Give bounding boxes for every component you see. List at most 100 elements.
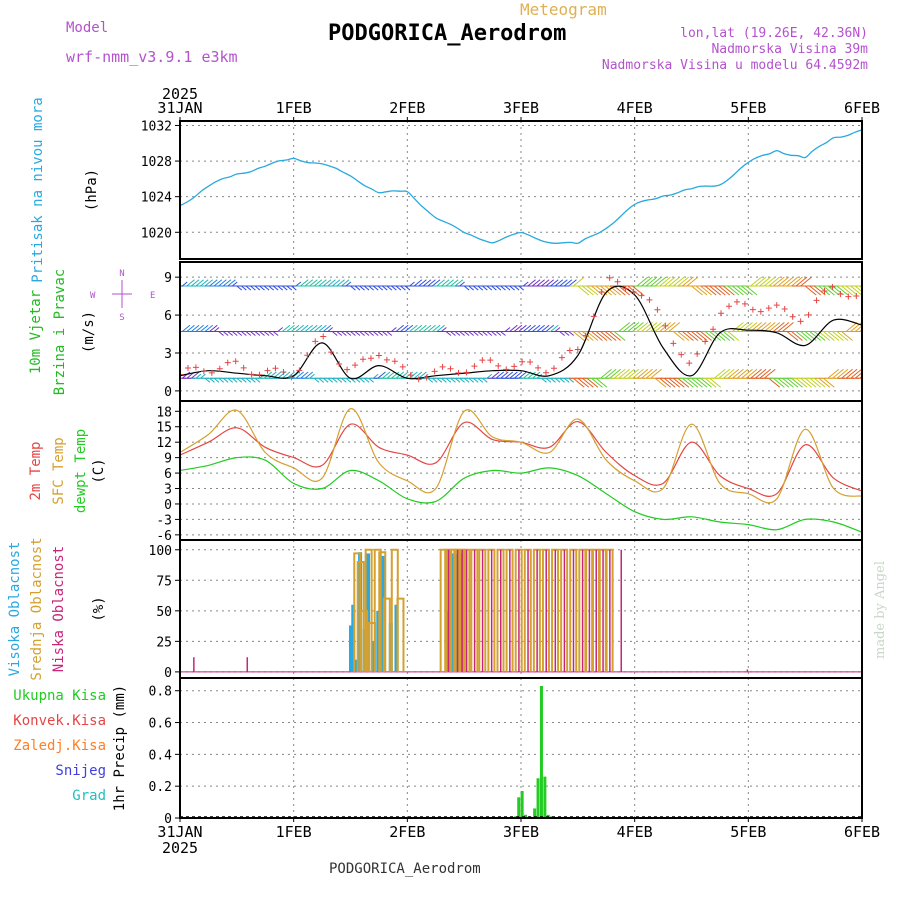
cloud-unit-label: (%): [91, 596, 107, 621]
wind-barb: [204, 377, 211, 383]
wind-barb: [386, 285, 393, 291]
wind-barb: [595, 377, 608, 388]
wind-barb: [713, 368, 726, 379]
wind-barb: [518, 371, 527, 379]
wind-barb: [845, 322, 858, 332]
wind-barb: [659, 276, 671, 287]
gust-marker: [574, 346, 581, 353]
gust-marker: [184, 365, 191, 372]
wind-barb: [300, 371, 309, 379]
wind-barb: [482, 285, 488, 291]
x-label-top-5feb: 5FEB: [730, 99, 766, 117]
wind-barb: [777, 276, 790, 287]
wind-barb: [432, 324, 441, 332]
wind-barb: [809, 331, 822, 341]
wind-barb: [627, 368, 640, 379]
wind-barb: [823, 331, 835, 341]
x-label-top-2feb: 2FEB: [389, 99, 425, 117]
wind-barb: [200, 373, 206, 379]
sfc-temp-line: [179, 408, 863, 504]
gust-marker: [192, 364, 199, 371]
wind-barb: [254, 331, 261, 336]
wind-barb: [359, 285, 365, 291]
tick-label-y-p4: 50: [156, 605, 172, 620]
wind-barb: [586, 377, 599, 388]
wind-barb: [791, 331, 803, 341]
wind-barb: [463, 331, 470, 336]
wind-barb: [227, 331, 234, 336]
low-cloud-bar: [499, 549, 502, 672]
wind-barb: [331, 279, 341, 287]
wind-barb: [773, 377, 785, 388]
wind-barb: [241, 285, 247, 291]
wind-barb: [759, 276, 772, 287]
mid-cloud-bar: [373, 548, 382, 672]
high-cloud-bar: [349, 625, 353, 672]
wind-barb: [836, 331, 849, 341]
wind-barb: [391, 285, 397, 291]
wind-barb: [845, 368, 858, 379]
wind-barb: [768, 276, 781, 287]
gust-marker: [328, 349, 335, 356]
gust-marker: [304, 352, 311, 359]
wind-barb: [204, 324, 214, 332]
wind-barb: [427, 279, 436, 287]
wind-barb: [236, 377, 243, 383]
gust-marker: [248, 371, 255, 378]
precip-legend-0: Ukupna Kisa: [13, 688, 106, 704]
wind-rose-n: N: [119, 269, 124, 279]
mid-cloud-bar: [356, 560, 365, 672]
wind-barb: [368, 331, 374, 336]
wind-barb: [663, 377, 676, 388]
wind-barb: [218, 279, 227, 287]
wind-barb: [841, 331, 853, 341]
wind-barb: [750, 276, 762, 287]
tick-label-y-p3: -3: [156, 513, 172, 528]
wind-barb: [482, 377, 488, 383]
wind-barb: [350, 285, 356, 291]
wind-barb: [650, 276, 662, 287]
x-label-bottom-5feb: 5FEB: [730, 823, 766, 841]
low-cloud-axis-label: Niska Oblacnost: [51, 546, 67, 672]
x-label-bottom-3feb: 3FEB: [503, 823, 539, 841]
wind-barb: [454, 279, 464, 287]
wind-barb: [309, 279, 318, 287]
wind-barb: [404, 285, 411, 291]
gust-marker: [662, 322, 669, 329]
gust-marker: [208, 369, 215, 376]
low-cloud-bar: [620, 549, 622, 672]
wind-barb: [354, 331, 361, 336]
precip-bar: [539, 685, 543, 818]
wind-barb: [532, 324, 541, 332]
wind-barb: [791, 377, 803, 388]
wind-barb: [736, 322, 749, 332]
wind-barb: [827, 368, 840, 379]
wind-barb: [263, 331, 270, 336]
wind-barb: [300, 324, 309, 332]
wind-barb: [768, 322, 781, 332]
gust-marker: [423, 374, 430, 381]
wind-barb: [813, 377, 826, 388]
wind-barb: [427, 324, 436, 332]
wind-barb: [450, 279, 459, 287]
wind-barb: [691, 285, 703, 296]
low-cloud-bar: [490, 549, 493, 672]
gust-marker: [726, 303, 733, 310]
wind-barb: [727, 368, 740, 379]
gust-marker: [360, 356, 367, 363]
x-label-top-1feb: 1FEB: [276, 99, 312, 117]
wind-barb: [622, 368, 635, 379]
wind-barb: [204, 279, 214, 287]
dewpt-axis-label: dewpt Temp: [73, 429, 89, 513]
wind-barb: [477, 377, 484, 383]
wind-barb: [559, 279, 568, 287]
wind-barb: [632, 322, 644, 332]
gust-marker: [733, 298, 740, 305]
wind-barb: [636, 368, 649, 379]
gust-marker: [741, 300, 748, 307]
wind-barb: [677, 377, 690, 388]
gust-marker: [853, 292, 860, 299]
tick-label-y-p4: 100: [149, 544, 172, 559]
wind-barb: [213, 377, 220, 383]
wind-barb: [409, 324, 418, 332]
